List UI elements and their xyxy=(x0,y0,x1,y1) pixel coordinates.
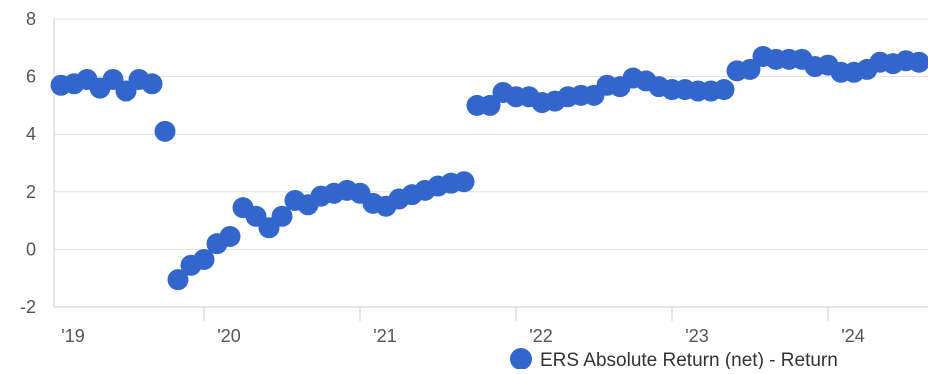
x-tick-label: '19 xyxy=(61,326,84,346)
y-tick-label: 2 xyxy=(26,182,36,202)
legend-label: ERS Absolute Return (net) - Return xyxy=(540,350,838,369)
legend: ERS Absolute Return (net) - Return xyxy=(510,348,838,369)
data-point xyxy=(220,226,241,247)
x-tick-label: '21 xyxy=(373,326,396,346)
x-tick-label: '20 xyxy=(217,326,240,346)
y-tick-label: 6 xyxy=(26,67,36,87)
y-tick-label: 0 xyxy=(26,239,36,259)
marker-layer xyxy=(51,46,928,290)
y-tick-label: -2 xyxy=(20,297,36,317)
data-point xyxy=(142,73,163,94)
legend-marker xyxy=(510,348,532,369)
data-point xyxy=(714,79,735,100)
y-tick-label: 4 xyxy=(26,124,36,144)
data-point xyxy=(454,171,475,192)
x-tick-label: '22 xyxy=(529,326,552,346)
x-tick-label: '24 xyxy=(841,326,864,346)
data-point xyxy=(155,121,176,142)
x-tick-label: '23 xyxy=(685,326,708,346)
y-tick-label: 8 xyxy=(26,9,36,29)
